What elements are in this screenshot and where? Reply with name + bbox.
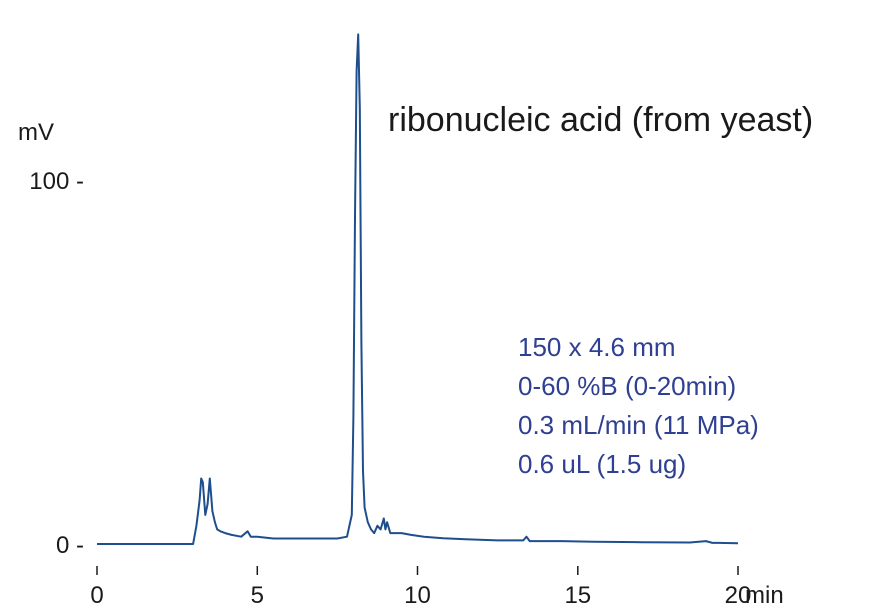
y-tick-label: 100 - — [29, 168, 84, 195]
y-tick-label: 0 - — [56, 532, 84, 559]
x-tick-layer: 0 5 10 15 20 — [90, 566, 751, 607]
x-tick-label: 5 — [251, 582, 264, 607]
y-axis-unit-label: mV — [18, 119, 54, 146]
x-tick-label: 15 — [564, 582, 591, 607]
method-annotations: 150 x 4.6 mm 0-60 %B (0-20min) 0.3 mL/mi… — [518, 332, 759, 479]
annotation-injection: 0.6 uL (1.5 ug) — [518, 449, 686, 479]
y-tick-layer: 0 - 100 - — [29, 168, 84, 559]
annotation-flow: 0.3 mL/min (11 MPa) — [518, 410, 759, 440]
chromatogram-trace-0 — [97, 33, 739, 545]
annotation-column: 150 x 4.6 mm — [518, 332, 676, 362]
annotation-gradient: 0-60 %B (0-20min) — [518, 371, 736, 401]
chart-title: ribonucleic acid (from yeast) — [388, 101, 813, 139]
x-tick-label: 10 — [404, 582, 431, 607]
x-axis-unit-label: min — [745, 582, 784, 607]
x-tick-label: 0 — [90, 582, 103, 607]
x-tick-label: 20 — [725, 582, 752, 607]
trace-layer — [97, 33, 739, 545]
